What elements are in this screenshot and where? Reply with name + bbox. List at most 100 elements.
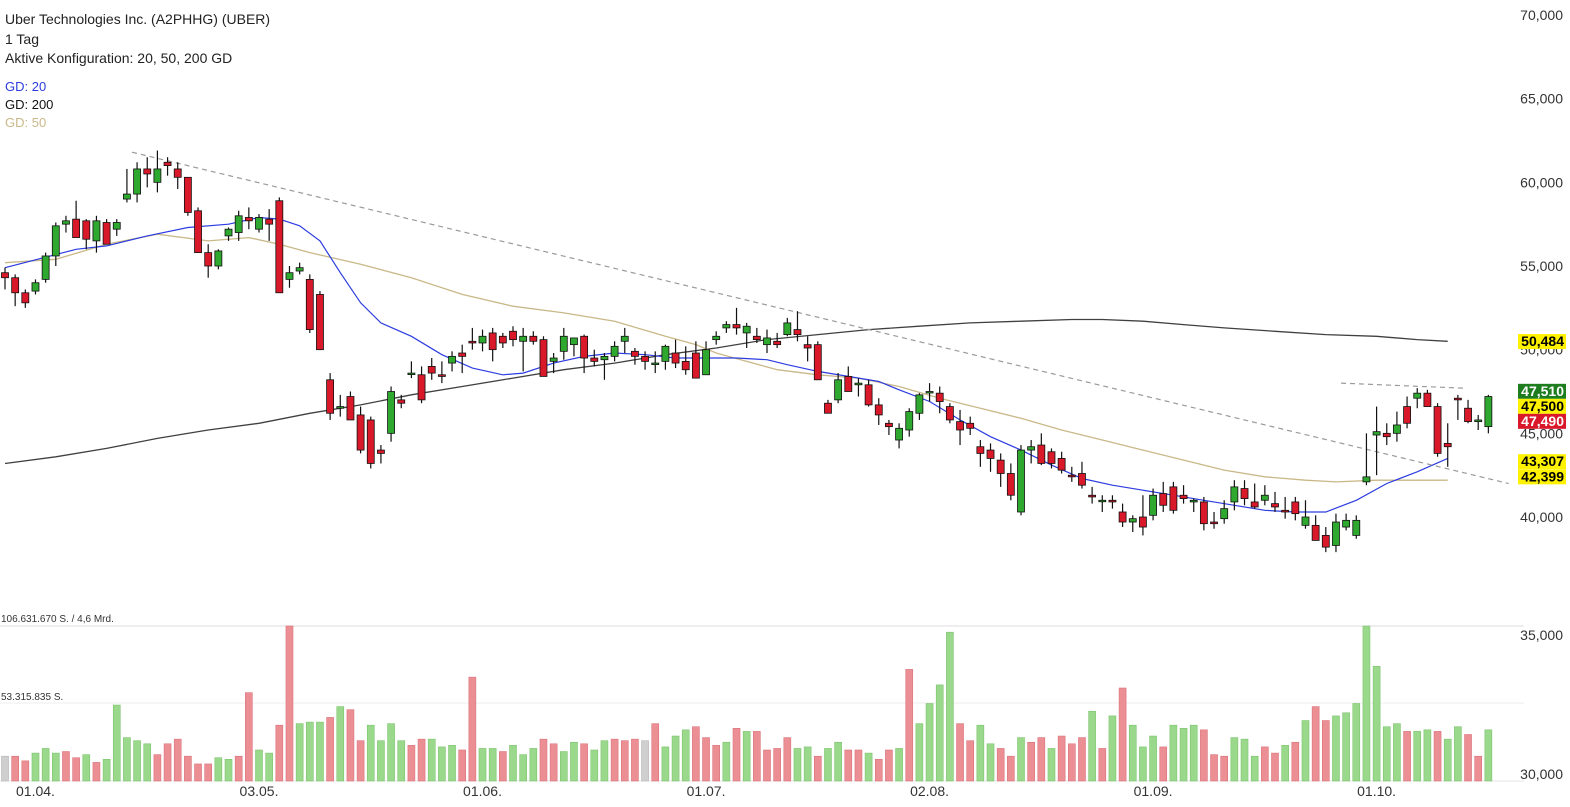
candle — [651, 351, 660, 374]
candle — [255, 214, 263, 233]
candle — [448, 351, 456, 372]
candle — [275, 197, 284, 294]
candle — [773, 332, 782, 348]
volume-bar — [610, 738, 619, 782]
volume-bar — [600, 740, 609, 782]
legend-gd50[interactable]: GD: 50 — [5, 115, 47, 130]
candle-body — [1159, 493, 1168, 506]
volume-bar — [519, 754, 527, 782]
date-tick-label: 01.07. — [687, 783, 726, 799]
candle — [1423, 389, 1432, 407]
volume-bar — [1261, 746, 1269, 782]
legend-gd200[interactable]: GD: 200 — [5, 97, 54, 112]
candle-body — [326, 379, 335, 414]
volume-bar — [1342, 712, 1350, 782]
candle — [691, 341, 700, 379]
volume-bar — [651, 723, 660, 782]
candle — [1240, 480, 1249, 506]
candle — [214, 249, 223, 270]
candle-body — [773, 340, 782, 346]
candle — [864, 379, 873, 407]
volume-bar — [1464, 734, 1472, 782]
volume-bar — [417, 738, 426, 782]
volume-bar — [275, 724, 284, 782]
candle-body — [458, 352, 467, 357]
candle — [1067, 466, 1076, 482]
candle-body — [610, 345, 619, 357]
candle-body — [1220, 508, 1229, 520]
candle-body — [407, 372, 416, 375]
candle-body — [427, 365, 436, 374]
candle — [1291, 496, 1300, 521]
candle-body — [559, 335, 568, 352]
volume-bar — [1281, 745, 1289, 782]
volume-bar — [468, 676, 477, 782]
candle-body — [1047, 451, 1056, 464]
candle — [1199, 496, 1208, 531]
candle — [976, 440, 985, 467]
candle — [996, 453, 1005, 487]
date-tick-label: 02.08. — [910, 783, 949, 799]
candle — [1372, 406, 1381, 476]
candle-body — [346, 396, 355, 421]
candle-body — [539, 339, 548, 377]
trend-line[interactable] — [1341, 382, 1463, 389]
volume-bar — [671, 735, 680, 782]
candle — [1382, 423, 1391, 446]
candle — [1403, 396, 1411, 429]
volume-bar — [1301, 720, 1310, 782]
candle-body — [1149, 494, 1157, 516]
volume-mid-label: 53.315.835 S. — [1, 692, 64, 703]
volume-bar — [966, 740, 975, 782]
volume-bar — [1413, 731, 1422, 782]
volume-bar — [438, 746, 446, 782]
candle-body — [234, 215, 243, 233]
volume-bar — [986, 743, 995, 782]
volume-bar — [41, 748, 50, 782]
price-tick-label: 60,000 — [1520, 174, 1563, 190]
volume-bar — [62, 751, 70, 782]
candle — [1027, 440, 1036, 464]
price-badge: 50,484 — [1518, 333, 1566, 350]
candle-body — [1067, 474, 1076, 478]
candle-body — [336, 406, 345, 409]
candle-body — [671, 352, 680, 364]
volume-bar — [1443, 738, 1452, 782]
volume-bar — [123, 737, 131, 782]
candle-body — [72, 218, 81, 238]
volume-bar — [204, 763, 212, 782]
candle-body — [864, 384, 873, 406]
volume-bar — [1007, 755, 1015, 782]
candle — [31, 279, 40, 295]
candle-body — [82, 220, 91, 240]
candle-body — [265, 218, 274, 225]
legend-gd20[interactable]: GD: 20 — [5, 79, 47, 94]
volume-bar — [915, 723, 924, 782]
candle — [1128, 515, 1137, 533]
candle — [326, 373, 335, 420]
volume-bar — [1027, 741, 1035, 782]
candle — [1362, 433, 1371, 486]
candle — [570, 337, 578, 357]
trend-line[interactable] — [131, 151, 1509, 485]
candle-body — [295, 267, 304, 272]
candle-body — [509, 330, 517, 341]
candle-body — [183, 176, 192, 213]
volume-bar — [661, 746, 670, 782]
volume-bar — [366, 724, 375, 782]
candle-body — [752, 335, 761, 341]
candle-body — [1342, 519, 1351, 528]
volume-bar — [326, 717, 334, 782]
candle-body — [915, 394, 924, 414]
candle — [1159, 481, 1168, 512]
candle — [813, 341, 822, 381]
volume-bar — [1250, 755, 1259, 782]
volume-bar — [1200, 729, 1208, 782]
candle — [600, 353, 609, 380]
candle — [488, 327, 497, 362]
candle — [722, 321, 731, 333]
candle-body — [824, 402, 832, 414]
candle-body — [1169, 486, 1178, 511]
volume-bar — [11, 755, 19, 782]
